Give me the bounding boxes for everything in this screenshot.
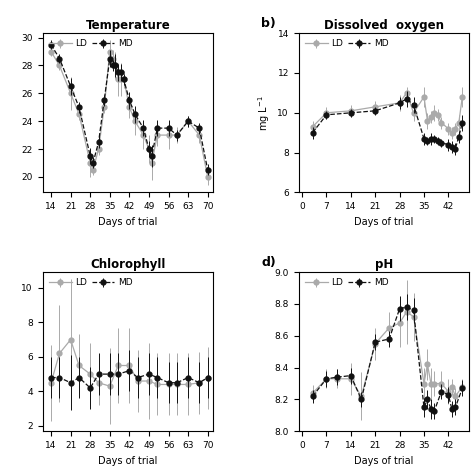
Title: Dissolved  oxygen: Dissolved oxygen (324, 19, 444, 32)
X-axis label: Days of trial: Days of trial (354, 456, 414, 465)
X-axis label: Days of trial: Days of trial (354, 217, 414, 227)
Title: Chlorophyll: Chlorophyll (90, 258, 166, 271)
Text: d): d) (261, 255, 276, 269)
Legend: LD, MD: LD, MD (303, 277, 390, 289)
Text: b): b) (261, 17, 276, 30)
Title: pH: pH (375, 258, 393, 271)
Legend: LD, MD: LD, MD (47, 277, 134, 289)
X-axis label: Days of trial: Days of trial (98, 456, 158, 465)
X-axis label: Days of trial: Days of trial (98, 217, 158, 227)
Title: Temperature: Temperature (86, 19, 170, 32)
Legend: LD, MD: LD, MD (303, 38, 390, 50)
Legend: LD, MD: LD, MD (47, 38, 134, 50)
Y-axis label: mg L$^{-1}$: mg L$^{-1}$ (256, 95, 272, 131)
